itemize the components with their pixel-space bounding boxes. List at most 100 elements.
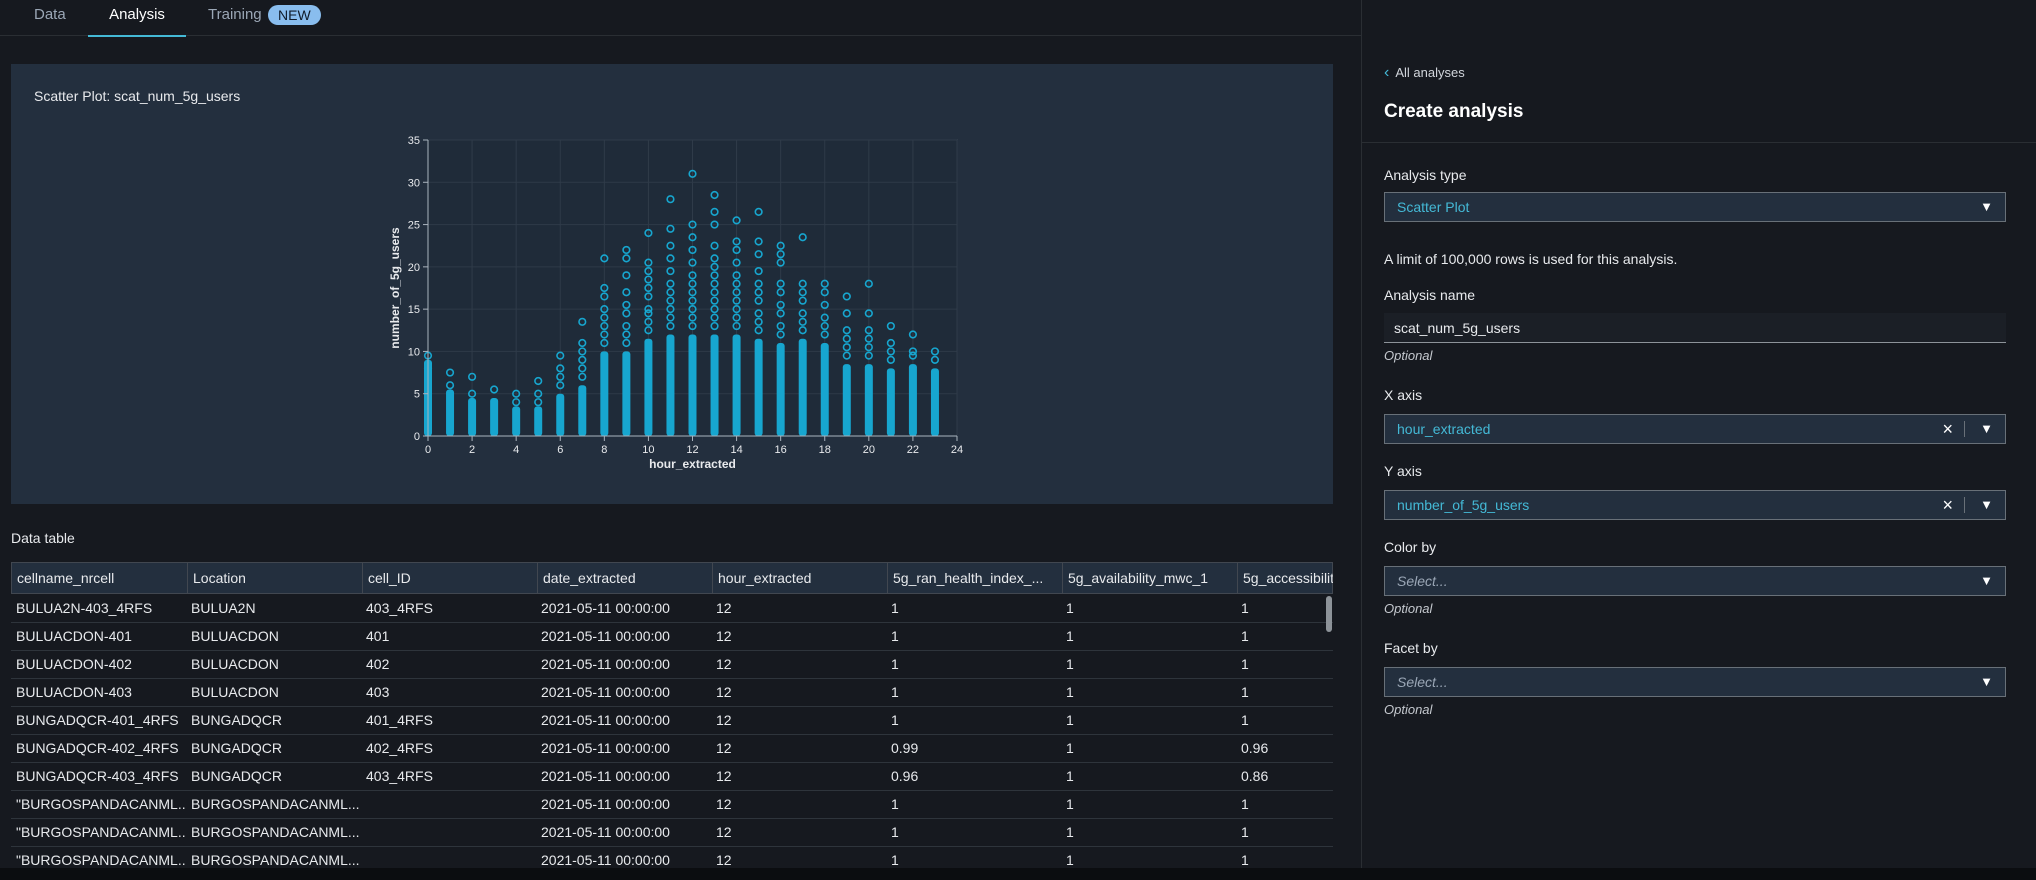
data-point [842, 326, 851, 335]
table-cell: 2021-05-11 00:00:00 [541, 712, 670, 728]
table-cell: 1 [1066, 600, 1074, 616]
data-point [600, 283, 609, 293]
column-header[interactable]: date_extracted [537, 563, 712, 593]
chevron-left-icon: ‹ [1384, 64, 1390, 81]
analysis-type-select[interactable]: Scatter Plot ▼ [1384, 192, 2006, 222]
column-header[interactable]: cell_ID [362, 563, 537, 593]
table-cell: 401_4RFS [366, 712, 433, 728]
analysis-name-input[interactable] [1384, 313, 2006, 343]
table-row[interactable]: BULUACDON-402 BULUACDON 402 2021-05-11 00:0… [11, 650, 1333, 679]
table-cell: 12 [716, 656, 732, 672]
table-cell: 1 [1066, 740, 1074, 756]
table-cell: BULUACDON [191, 684, 279, 700]
table-cell: BULUACDON-403 [16, 684, 132, 700]
point-cluster [534, 406, 543, 436]
table-row[interactable]: BULUACDON-401 BULUACDON 401 2021-05-11 00:0… [11, 622, 1333, 651]
data-point [490, 385, 499, 394]
tab-data[interactable]: Data [34, 6, 66, 23]
tab-training[interactable]: Training [208, 6, 262, 23]
data-point [688, 169, 697, 178]
y-tick-label: 35 [408, 135, 420, 147]
facet-by-select[interactable]: Select... ▼ [1384, 667, 2006, 697]
column-header[interactable]: hour_extracted [712, 563, 887, 593]
data-point [556, 364, 565, 373]
close-icon[interactable]: × [1942, 495, 1953, 515]
table-row[interactable]: BUNGADQCR-401_4RFS BUNGADQCR 401_4RFS 2021-… [11, 706, 1333, 735]
data-point [886, 347, 895, 356]
table-cell: BUNGADQCR-403_4RFS [16, 768, 179, 784]
point-cluster [930, 368, 939, 436]
table-cell: 1 [1066, 656, 1074, 672]
x-tick-label: 18 [819, 444, 831, 456]
data-table: cellname_nrcell Location cell_ID date_extra… [11, 562, 1333, 872]
tab-analysis[interactable]: Analysis [88, 0, 186, 37]
data-point [820, 300, 829, 310]
all-analyses-link[interactable]: ‹ All analyses [1384, 64, 1465, 82]
data-point [512, 398, 521, 407]
data-point [732, 305, 741, 314]
back-label: All analyses [1395, 65, 1465, 80]
table-cell: 1 [1066, 824, 1074, 840]
table-row[interactable]: "BURGOSPANDACANML... BURGOSPANDACANML... 2… [11, 790, 1333, 819]
x-axis-select[interactable]: hour_extracted × ▼ [1384, 414, 2006, 444]
table-cell: 1 [891, 824, 899, 840]
table-cell: 2021-05-11 00:00:00 [541, 796, 670, 812]
point-cluster [600, 351, 609, 436]
column-header[interactable]: cellname_nrcell [17, 570, 115, 586]
facet-by-placeholder: Select... [1397, 674, 1448, 690]
table-row[interactable]: BULUACDON-403 BULUACDON 403 2021-05-11 00:0… [11, 678, 1333, 707]
data-point [622, 245, 631, 255]
x-tick-label: 14 [730, 444, 742, 456]
close-icon[interactable]: × [1942, 419, 1953, 439]
table-row[interactable]: BUNGADQCR-402_4RFS BUNGADQCR 402_4RFS 2021-… [11, 734, 1333, 763]
facet-by-label: Facet by [1384, 640, 1438, 656]
table-row[interactable]: "BURGOSPANDACANML... BURGOSPANDACANML... 2… [11, 818, 1333, 847]
table-scrollbar[interactable] [1326, 596, 1332, 632]
table-cell: BURGOSPANDACANML... [191, 824, 360, 840]
point-cluster [842, 364, 851, 436]
data-point [842, 343, 851, 352]
data-point [578, 355, 587, 364]
data-point [842, 309, 851, 318]
scatter-plot: 0 2 4 6 8 10 12 14 16 18 20 22 2405101520253035hour_… [388, 135, 963, 471]
color-by-select[interactable]: Select... ▼ [1384, 566, 2006, 596]
data-point [578, 372, 587, 381]
x-tick-label: 16 [775, 444, 787, 456]
table-cell: 1 [891, 600, 899, 616]
point-cluster [732, 334, 741, 436]
y-axis-select[interactable]: number_of_5g_users × ▼ [1384, 490, 2006, 520]
data-table-title: Data table [11, 530, 75, 546]
table-cell: 0.96 [891, 768, 919, 784]
data-point [820, 330, 829, 339]
table-cell: 2021-05-11 00:00:00 [541, 656, 670, 672]
table-row[interactable]: BUNGADQCR-403_4RFS BUNGADQCR 403_4RFS 2021-… [11, 762, 1333, 791]
data-point [600, 254, 609, 263]
data-point [886, 338, 895, 348]
data-point [622, 321, 631, 331]
data-point [754, 237, 763, 246]
data-point [776, 288, 785, 297]
data-point [578, 347, 587, 356]
column-header[interactable]: 5g_accessibilit [1237, 563, 1333, 593]
column-header[interactable]: 5g_ran_health_index_... [887, 563, 1062, 593]
table-row[interactable]: BULUA2N-403_4RFS BULUA2N 403_4RFS 2021-05-1… [11, 594, 1333, 623]
data-point [644, 266, 653, 276]
y-tick-label: 10 [408, 346, 420, 358]
data-point [864, 279, 873, 288]
point-cluster [446, 389, 455, 436]
top-tab-bar: Data Analysis Training NEW [0, 0, 1361, 37]
data-point [864, 309, 873, 318]
column-header[interactable]: Location [187, 563, 362, 593]
data-point [467, 389, 477, 398]
data-point [908, 347, 918, 356]
x-tick-label: 2 [469, 444, 475, 456]
data-point [754, 309, 763, 318]
point-cluster [512, 406, 521, 436]
column-header[interactable]: 5g_availability_mwc_1 [1062, 563, 1237, 593]
data-point [842, 292, 851, 301]
table-cell: 403 [366, 684, 390, 700]
table-cell: 1 [1241, 824, 1249, 840]
data-point [688, 271, 697, 280]
data-point [732, 313, 741, 322]
create-analysis-panel: ‹ All analyses Create analysis Analysis t… [1361, 0, 2036, 880]
